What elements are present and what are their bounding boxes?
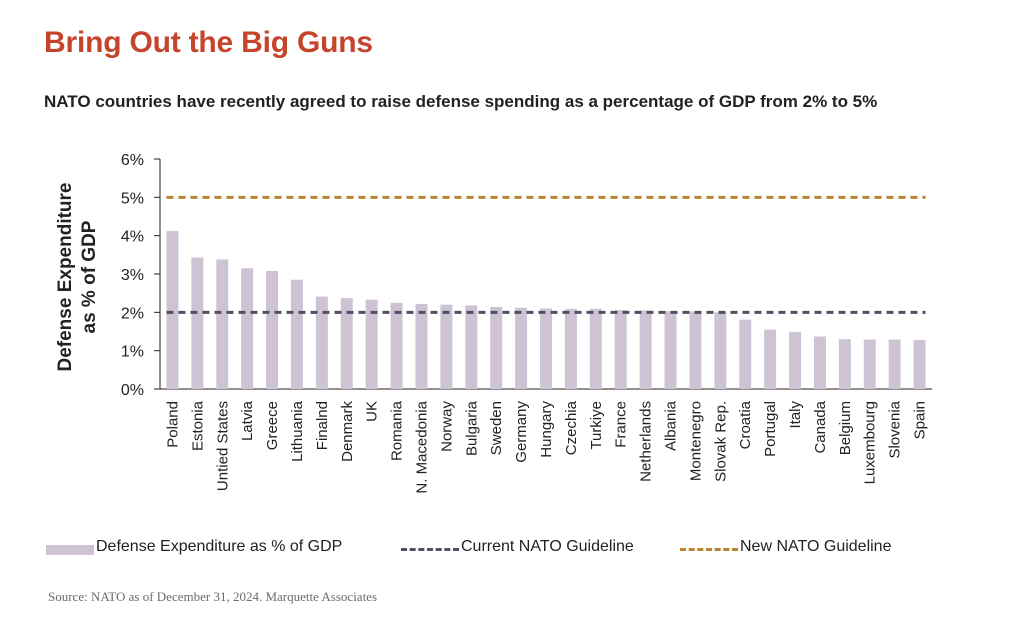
x-category-label: Croatia xyxy=(737,400,754,449)
bar xyxy=(614,310,627,389)
x-category-label: Portugal xyxy=(762,401,779,457)
x-category-label: Turkiye xyxy=(588,401,605,450)
x-category-label: Belgium xyxy=(837,401,854,455)
bar xyxy=(689,311,702,389)
y-tick-label: 3% xyxy=(121,267,144,284)
bar xyxy=(465,305,478,389)
bar xyxy=(639,310,652,389)
x-category-label: N. Macedonia xyxy=(413,400,430,493)
bar xyxy=(440,304,453,389)
bar xyxy=(838,339,851,389)
x-category-label: Italy xyxy=(787,401,804,429)
y-tick-label: 0% xyxy=(121,382,144,399)
y-axis-title-line: Defense Expenditure xyxy=(55,183,76,372)
x-category-label: Germany xyxy=(513,401,530,463)
bar xyxy=(390,302,403,389)
x-category-label: Luxembourg xyxy=(862,401,879,484)
x-category-label: Canada xyxy=(812,400,829,453)
x-category-label: Untied States xyxy=(214,401,231,491)
legend-new-swatch xyxy=(680,548,738,551)
bar xyxy=(564,308,577,389)
x-category-label: Spain xyxy=(912,401,929,439)
bar xyxy=(365,299,378,389)
bar xyxy=(739,319,752,389)
bar xyxy=(266,270,279,389)
legend-bar-swatch xyxy=(46,545,94,555)
bar xyxy=(241,268,254,389)
bar xyxy=(813,336,826,389)
bar xyxy=(166,231,179,389)
legend-new-label: New NATO Guideline xyxy=(740,538,892,555)
x-category-label: Bulgaria xyxy=(463,400,480,456)
x-category-label: Albania xyxy=(663,400,680,451)
x-category-label: Latvia xyxy=(239,400,256,441)
bar xyxy=(315,296,328,389)
x-category-label: Czechia xyxy=(563,400,580,455)
y-tick-label: 4% xyxy=(121,229,144,246)
bar xyxy=(888,339,901,389)
x-category-label: Sweden xyxy=(488,401,505,455)
legend-current-swatch xyxy=(401,548,459,551)
bar xyxy=(714,312,727,389)
bar xyxy=(764,329,777,389)
x-category-label: Finalnd xyxy=(314,401,331,450)
bar xyxy=(540,308,552,389)
bar xyxy=(415,303,428,389)
x-category-label: Netherlands xyxy=(638,401,655,482)
y-axis-title-line: as % of GDP xyxy=(79,220,100,333)
source-note: Source: NATO as of December 31, 2024. Ma… xyxy=(48,589,378,604)
bar xyxy=(515,307,528,389)
bar xyxy=(863,339,876,389)
x-category-label: UK xyxy=(364,401,381,422)
chart-title: Bring Out the Big Guns xyxy=(44,26,373,59)
x-category-label: Poland xyxy=(164,401,181,448)
x-category-label: Norway xyxy=(438,401,455,452)
legend-current-label: Current NATO Guideline xyxy=(461,538,634,555)
x-category-label: Hungary xyxy=(538,401,555,458)
x-category-label: Montenegro xyxy=(687,401,704,481)
x-category-label: Greece xyxy=(264,401,281,450)
bar xyxy=(216,259,229,389)
x-category-label: Estonia xyxy=(189,400,206,451)
bar xyxy=(664,311,677,389)
x-category-label: Slovenia xyxy=(887,400,904,458)
bar xyxy=(340,298,353,389)
chart-subtitle: NATO countries have recently agreed to r… xyxy=(44,92,878,111)
legend-bars-label: Defense Expenditure as % of GDP xyxy=(96,538,343,555)
bar xyxy=(490,306,503,389)
bar xyxy=(789,331,802,389)
x-category-label: France xyxy=(613,401,630,448)
x-category-label: Lithuania xyxy=(289,400,306,462)
y-tick-label: 6% xyxy=(121,152,144,169)
x-category-label: Romania xyxy=(389,400,406,461)
x-category-label: Denmark xyxy=(339,401,356,462)
y-tick-label: 5% xyxy=(121,190,144,207)
bar xyxy=(589,308,602,389)
bar xyxy=(913,339,926,389)
y-tick-label: 1% xyxy=(121,344,144,361)
bar xyxy=(191,257,204,389)
x-category-label: Slovak Rep. xyxy=(712,401,729,482)
y-tick-label: 2% xyxy=(121,305,144,322)
bar xyxy=(290,279,303,389)
